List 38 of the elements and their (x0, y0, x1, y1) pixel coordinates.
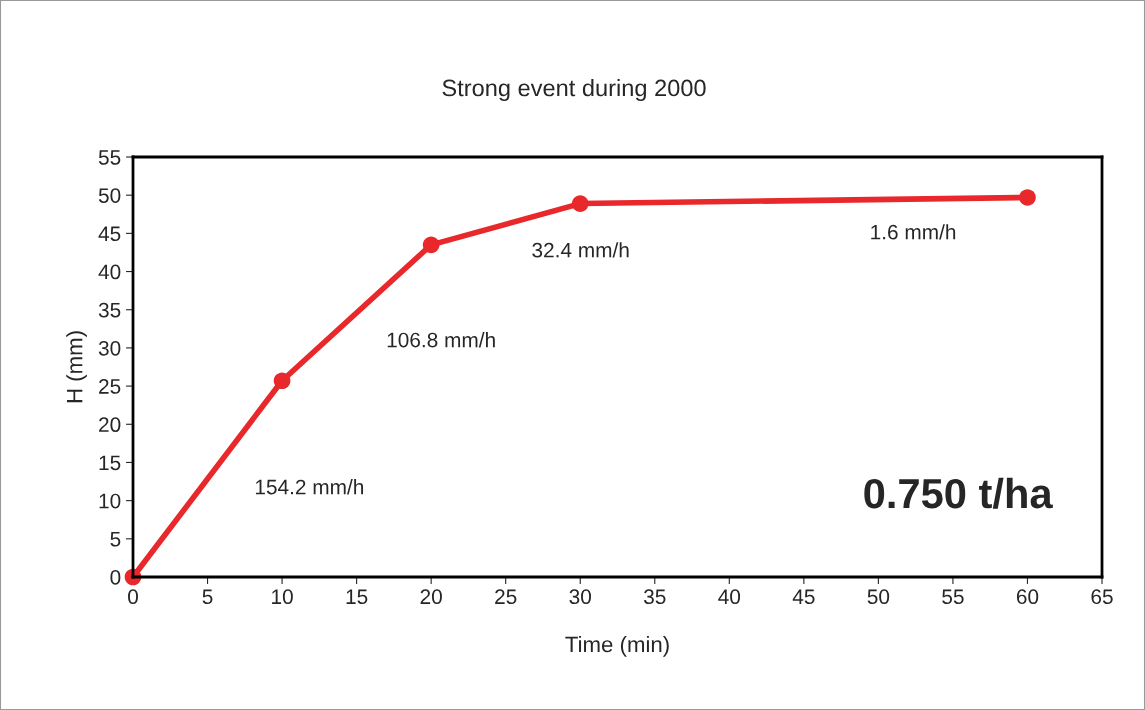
y-axis-title: H (mm) (66, 331, 87, 403)
y-tick-label: 5 (110, 532, 121, 547)
y-tick-label: 0 (110, 570, 121, 585)
y-tick-label: 30 (98, 340, 121, 356)
x-tick-label: 5 (202, 589, 213, 605)
y-tick-label: 40 (98, 264, 121, 280)
point (422, 236, 440, 254)
x-tick-label: 0 (128, 589, 138, 605)
y-tick-label: 20 (99, 417, 121, 433)
y-tick-label: 25 (99, 379, 121, 394)
annotation: 154.2 mm/h (255, 479, 364, 495)
annotation: 0.750 t/ha (864, 477, 1053, 509)
x-tick-label: 20 (420, 589, 442, 605)
x-tick-label: 60 (1016, 589, 1039, 605)
x-tick-label: 10 (272, 589, 293, 605)
annotation: 32.4 mm/h (532, 242, 629, 258)
x-tick-label: 15 (346, 589, 368, 605)
x-tick-label: 35 (643, 589, 666, 605)
annotation: 1.6 mm/h (871, 224, 956, 240)
y-tick-label: 55 (98, 150, 121, 165)
point (1019, 189, 1036, 206)
x-tick-label: 55 (942, 589, 964, 605)
y-tick-label: 35 (98, 302, 121, 318)
y-tick-label: 15 (99, 455, 121, 471)
point (273, 372, 291, 390)
y-tick-label: 45 (98, 226, 121, 242)
x-tick-label: 65 (1091, 589, 1113, 605)
annotation: 106.8 mm/h (387, 332, 495, 348)
point (571, 195, 589, 212)
x-tick-label: 40 (718, 589, 741, 605)
x-axis-title: Time (min) (565, 636, 669, 657)
x-tick-label: 25 (495, 589, 517, 605)
y-tick-label: 10 (99, 493, 121, 509)
chart-title: Strong event during 2000 (442, 79, 706, 101)
x-tick-label: 45 (792, 589, 815, 605)
y-tick-label: 50 (98, 188, 121, 203)
x-tick-label: 50 (867, 589, 890, 605)
x-tick-label: 30 (569, 589, 591, 605)
